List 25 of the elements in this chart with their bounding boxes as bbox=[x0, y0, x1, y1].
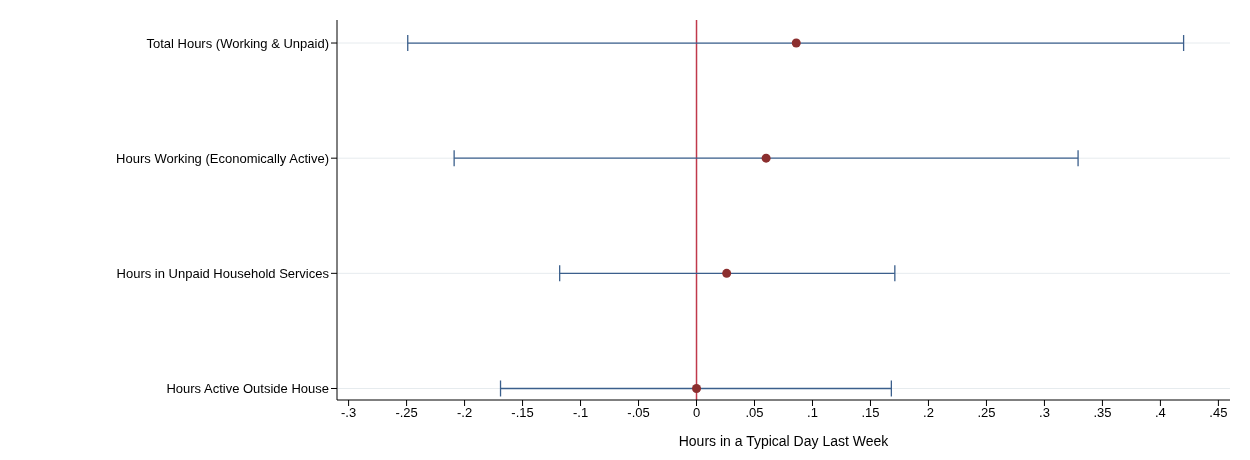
x-tick-label: -.1 bbox=[572, 405, 589, 421]
x-tick-label: .3 bbox=[1039, 405, 1050, 421]
x-tick-label: .2 bbox=[923, 405, 934, 421]
point bbox=[722, 268, 732, 278]
x-tick-label: .4 bbox=[1154, 405, 1166, 421]
x-tick-label: -.3 bbox=[341, 405, 357, 421]
y-tick-label: Hours Active Outside House bbox=[166, 381, 329, 397]
x-tick-label: .05 bbox=[745, 405, 764, 421]
y-tick-label: Hours in Unpaid Household Services bbox=[116, 265, 330, 281]
x-tick-label: .35 bbox=[1093, 405, 1112, 421]
y-tick-label: Hours Working (Economically Active) bbox=[116, 150, 329, 166]
x-tick-label: -.2 bbox=[456, 405, 473, 421]
x-tick-label: .45 bbox=[1209, 405, 1228, 421]
point bbox=[692, 383, 702, 393]
point bbox=[791, 38, 801, 48]
x-tick-label: 0 bbox=[692, 405, 701, 421]
x-tick-label: -.25 bbox=[395, 405, 418, 421]
x-tick-label: -.15 bbox=[511, 405, 534, 421]
point bbox=[761, 153, 771, 163]
x-tick-label: -.05 bbox=[627, 405, 650, 421]
x-tick-label: .1 bbox=[807, 405, 818, 421]
x-tick-label: .15 bbox=[861, 405, 880, 421]
x-axis-title: Hours in a Typical Day Last Week bbox=[678, 433, 890, 449]
y-tick-label: Total Hours (Working & Unpaid) bbox=[146, 35, 329, 51]
x-tick-label: .25 bbox=[977, 405, 996, 421]
